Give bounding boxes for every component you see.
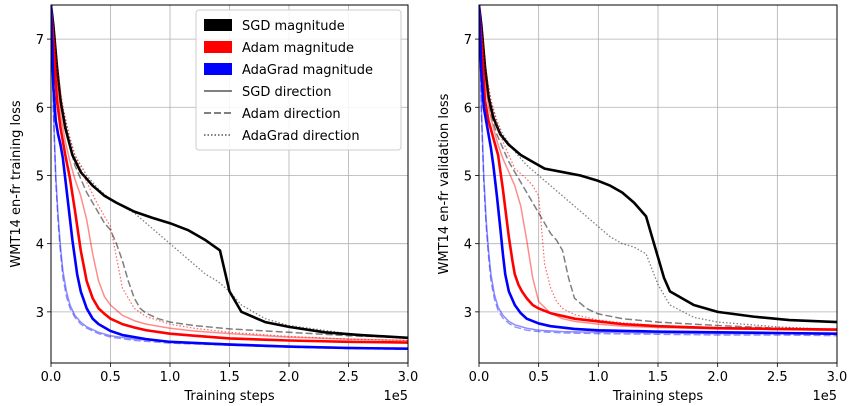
x-tick-label: 3.0	[398, 370, 419, 385]
y-tick-label: 3	[464, 306, 472, 321]
series-line-adagrad-magnitude-adagrad-direction	[479, 5, 837, 335]
legend: SGD magnitude Adam magnitude AdaGrad magni…	[195, 9, 402, 151]
legend-box	[195, 9, 402, 151]
chart-panel-left: 0.0 0.5 1.0 1.5 2.0 2.5 3.0 3 4 5 6 7 Training steps…	[9, 4, 419, 404]
series-group	[479, 5, 837, 337]
x-offset-label: 1e5	[812, 389, 837, 404]
legend-label: Adam direction	[242, 107, 341, 122]
series-line-adagrad-magnitude-adagrad-direction	[51, 5, 408, 350]
series-line-adam-magnitude-adam-direction	[51, 5, 408, 344]
x-tick-label: 2.5	[338, 370, 359, 385]
series-line-adam-magnitude-adagrad-direction	[479, 5, 837, 331]
x-tick-label: 3.0	[827, 370, 848, 385]
y-tick-label: 7	[36, 33, 44, 48]
y-tick-label: 4	[464, 238, 472, 253]
x-tick-label: 1.0	[588, 370, 609, 385]
legend-swatch	[204, 63, 232, 75]
x-tick-label: 1.0	[160, 370, 181, 385]
series-line-sgd-magnitude-adam-direction	[479, 5, 837, 331]
x-tick-label: 2.5	[767, 370, 788, 385]
x-tick-label: 1.5	[219, 370, 240, 385]
chart-panel-right: 0.0 0.5 1.0 1.5 2.0 2.5 3.0 3 4 5 6 7 Training steps…	[437, 4, 848, 404]
y-axis-label: WMT14 en-fr validation loss	[437, 93, 452, 274]
x-tick-label: 0.0	[41, 370, 62, 385]
series-line-sgd-magnitude-adagrad-direction	[479, 5, 837, 331]
legend-label: SGD direction	[242, 85, 331, 100]
series-line-adagrad-magnitude-sgd-direction	[479, 5, 837, 336]
y-tick-label: 5	[36, 169, 44, 184]
y-tick-label: 4	[36, 238, 44, 253]
legend-label: AdaGrad magnitude	[242, 63, 373, 78]
y-axis-label: WMT14 en-fr training loss	[9, 100, 24, 268]
y-tick-label: 7	[464, 33, 472, 48]
x-tick-label: 0.5	[100, 370, 121, 385]
series-group	[51, 5, 408, 351]
x-tick-label: 0.0	[469, 370, 490, 385]
y-tick-label: 6	[36, 101, 44, 116]
y-tick-label: 5	[464, 169, 472, 184]
y-tick-label: 6	[464, 101, 472, 116]
x-tick-label: 2.0	[707, 370, 728, 385]
x-tick-label: 2.0	[279, 370, 300, 385]
legend-swatch	[204, 41, 232, 53]
series-line-adam-magnitude-adam-direction	[479, 5, 837, 331]
legend-swatch	[204, 19, 232, 31]
x-offset-label: 1e5	[383, 389, 408, 404]
x-tick-label: 0.5	[528, 370, 549, 385]
grid-lines	[478, 5, 838, 363]
x-axis-label: Training steps	[612, 389, 704, 404]
x-axis-label: Training steps	[183, 389, 275, 404]
x-tick-label: 1.5	[648, 370, 669, 385]
series-line-adam-magnitude-sgd-direction	[51, 5, 408, 342]
legend-label: Adam magnitude	[242, 41, 354, 56]
series-line-sgd-magnitude-sgd-direction	[479, 5, 837, 324]
series-line-adam-magnitude-sgd-direction	[479, 5, 837, 332]
legend-label: AdaGrad direction	[242, 129, 360, 144]
series-line-sgd-magnitude-adam-direction	[51, 5, 408, 339]
legend-label: SGD magnitude	[242, 19, 345, 34]
series-line-adagrad-magnitude-adam-direction	[479, 5, 837, 337]
y-tick-label: 3	[36, 306, 44, 321]
